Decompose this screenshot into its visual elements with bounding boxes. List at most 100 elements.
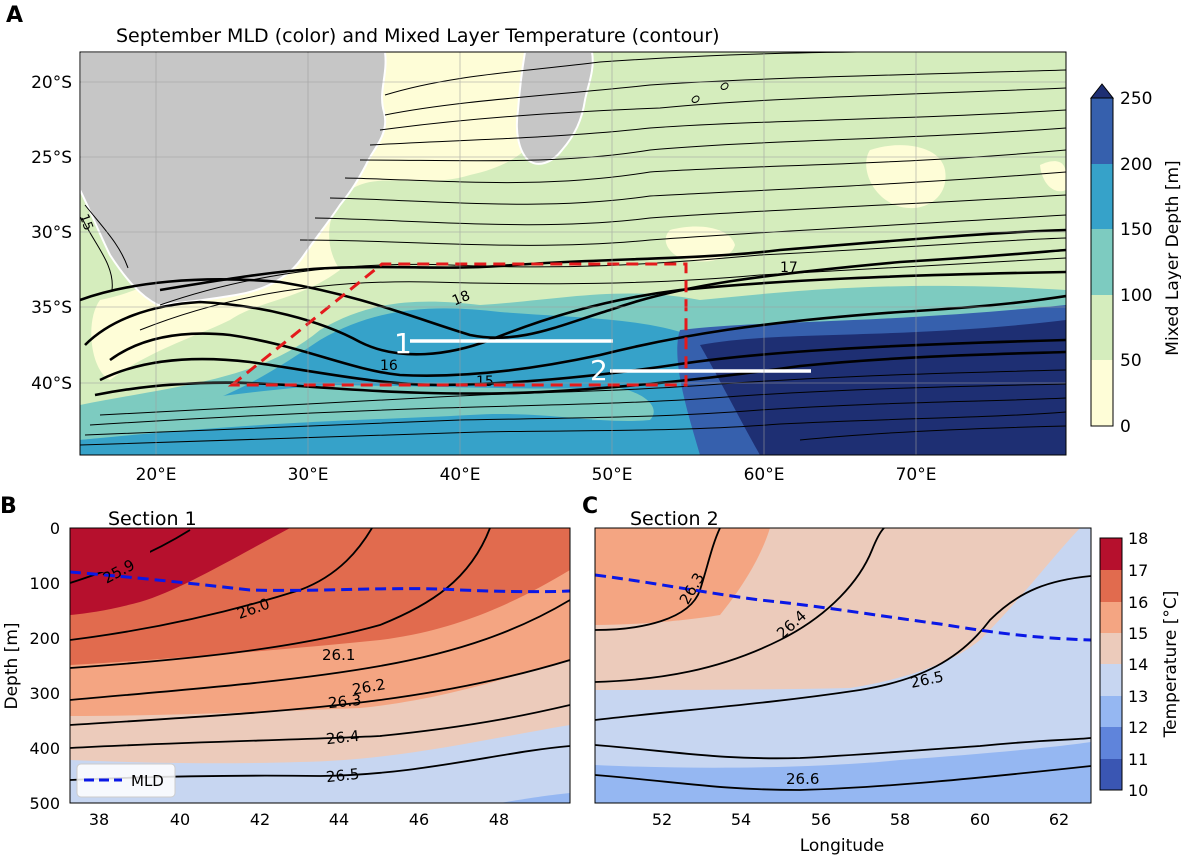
temp-colorbar-seg xyxy=(1100,664,1122,696)
mld-colorbar-extend-arrow xyxy=(1089,83,1115,99)
temp-colorbar-seg xyxy=(1100,759,1122,790)
temp-colorbar-tick: 11 xyxy=(1128,750,1148,769)
section-1-contour-label: 26.4 xyxy=(325,727,360,748)
section-1-contour-label: 26.5 xyxy=(325,765,360,786)
section-1-y-tick: 400 xyxy=(29,739,60,758)
map-gridlines xyxy=(80,52,1066,455)
section-1-y-tick: 300 xyxy=(29,684,60,703)
mld-colorbar-seg xyxy=(1091,229,1113,295)
section-2-x-tick: 52 xyxy=(652,810,672,829)
map-y-ticks: 20°S 25°S 30°S 35°S 40°S xyxy=(31,73,72,394)
section-1-x-tick: 46 xyxy=(409,810,429,829)
section-1-title: Section 1 xyxy=(108,508,197,530)
section-1-contour-label: 26.2 xyxy=(351,675,387,699)
temp-colorbar-tick: 14 xyxy=(1128,655,1148,674)
section-1-contour-label: 26.1 xyxy=(322,646,355,664)
map-x-tick: 40°E xyxy=(440,465,481,485)
map-y-tick: 35°S xyxy=(31,298,72,318)
mld-colorbar-seg xyxy=(1091,360,1113,426)
section-2-xlabel: Longitude xyxy=(800,836,885,856)
map-y-tick: 20°S xyxy=(31,73,72,93)
map-x-ticks: 20°E 30°E 40°E 50°E 60°E 70°E xyxy=(136,465,937,485)
temp-colorbar-seg xyxy=(1100,538,1122,570)
temp-colorbar-tick: 10 xyxy=(1128,781,1148,800)
temp-colorbar-seg xyxy=(1100,633,1122,664)
mld-colorbar-tick: 100 xyxy=(1120,286,1152,306)
map-x-tick: 70°E xyxy=(896,465,937,485)
section-2-x-tick: 58 xyxy=(890,810,910,829)
mld-band-100-150 xyxy=(80,385,654,440)
contour-label-18: 18 xyxy=(450,288,473,310)
temp-colorbar-seg xyxy=(1100,696,1122,727)
section-1-label: 1 xyxy=(394,327,412,360)
temperature-contours-thin xyxy=(80,52,1066,446)
section-2-title: Section 2 xyxy=(630,508,719,530)
panel-a: A September MLD (color) and Mixed Layer … xyxy=(6,3,1181,485)
map-y-tick: 25°S xyxy=(31,148,72,168)
mld-band-0-50 xyxy=(866,145,946,209)
section-1-x-tick: 40 xyxy=(170,810,190,829)
temp-colorbar-tick: 17 xyxy=(1128,561,1148,580)
mld-colorbar-label: Mixed Layer Depth [m] xyxy=(1163,160,1181,355)
map-y-tick: 40°S xyxy=(31,374,72,394)
mld-band-150-200 xyxy=(80,430,660,455)
panel-b: B Section 1 25.9 xyxy=(0,494,571,829)
panel-b-letter: B xyxy=(0,494,17,519)
temp-colorbar-seg xyxy=(1100,602,1122,633)
map-field: 15 18 17 16 15 1 2 xyxy=(76,52,1066,455)
section-2-x-ticks: 52 54 56 58 60 62 xyxy=(652,810,1069,829)
temp-colorbar-seg xyxy=(1100,570,1122,602)
section-2-x-tick: 62 xyxy=(1049,810,1069,829)
temperature-contours-bold xyxy=(80,228,1066,397)
temp-colorbar-tick: 13 xyxy=(1128,687,1148,706)
mld-colorbar-tick: 0 xyxy=(1120,417,1131,437)
temp-colorbar-label: Temperature [°C] xyxy=(1161,591,1181,739)
panel-c-letter: C xyxy=(582,494,598,519)
section-1-x-ticks: 38 40 42 44 46 48 xyxy=(89,810,509,829)
section-2-contour-label: 26.6 xyxy=(786,770,819,788)
mld-colorbar-tick: 50 xyxy=(1120,351,1142,371)
map-title: September MLD (color) and Mixed Layer Te… xyxy=(116,25,720,47)
section-1-field: 25.9 26.0 26.1 26.2 26.3 26.4 26.5 xyxy=(70,528,570,803)
section-2-x-tick: 54 xyxy=(731,810,751,829)
section-2-label: 2 xyxy=(590,354,608,387)
section-2-x-tick: 60 xyxy=(970,810,990,829)
temp-colorbar-tick: 12 xyxy=(1128,718,1148,737)
section-1-y-tick: 100 xyxy=(29,574,60,593)
section-2-mld-line xyxy=(595,573,1091,642)
section-1-y-tick: 0 xyxy=(50,519,60,538)
section-2-contours xyxy=(595,528,1091,791)
map-x-tick: 20°E xyxy=(136,465,177,485)
contour-label-15: 15 xyxy=(476,374,494,390)
section-1-y-tick: 200 xyxy=(29,629,60,648)
mld-colorbar: 250 200 150 100 50 0 Mixed Layer Depth [… xyxy=(1089,83,1181,437)
temp-colorbar-tick: 18 xyxy=(1128,529,1148,548)
section-1-ylabel: Depth [m] xyxy=(2,622,22,709)
section-1-y-ticks: 0 100 200 300 400 500 xyxy=(29,519,60,813)
temperature-colorbar: 18 17 16 15 14 13 12 11 10 Temperature [… xyxy=(1099,529,1181,800)
section-1-x-tick: 42 xyxy=(250,810,270,829)
map-y-tick: 30°S xyxy=(31,223,72,243)
mld-colorbar-seg xyxy=(1091,295,1113,360)
contour-label-17: 17 xyxy=(780,260,798,276)
mld-colorbar-seg xyxy=(1091,98,1113,164)
map-x-tick: 60°E xyxy=(744,465,785,485)
section-2-field: 26.3 26.4 26.5 26.6 xyxy=(595,528,1091,803)
temp-colorbar-tick: 16 xyxy=(1128,593,1148,612)
mld-colorbar-tick: 150 xyxy=(1120,220,1152,240)
section-1-contours xyxy=(70,528,570,781)
map-x-tick: 30°E xyxy=(288,465,329,485)
contour-label-16: 16 xyxy=(380,358,398,374)
mld-colorbar-seg xyxy=(1091,164,1113,229)
section-2-x-tick: 56 xyxy=(811,810,831,829)
section-1-x-tick: 38 xyxy=(89,810,109,829)
section-1-y-tick: 500 xyxy=(29,794,60,813)
section-1-mld-line xyxy=(70,570,570,594)
contour-label-15-west: 15 xyxy=(76,212,96,233)
panel-c: C Section 2 26.3 26.4 26.5 26.6 xyxy=(582,494,1181,856)
mld-legend-label: MLD xyxy=(131,772,164,790)
temp-colorbar-tick: 15 xyxy=(1128,624,1148,643)
map-x-tick: 50°E xyxy=(592,465,633,485)
temp-colorbar-seg xyxy=(1100,727,1122,759)
